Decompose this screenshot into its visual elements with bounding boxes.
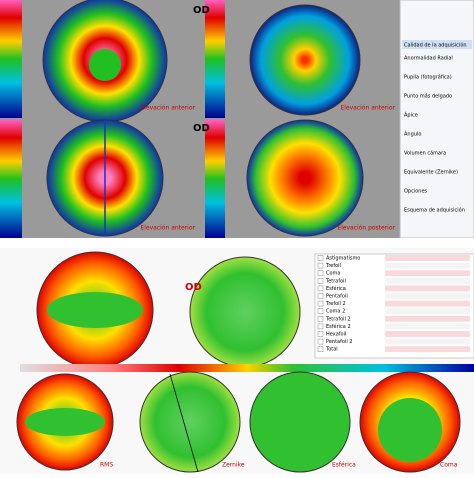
sidebar-line: Esquema de adquisición <box>404 207 465 214</box>
map-band <box>25 408 105 436</box>
color-scale <box>0 120 22 238</box>
bottom-area: OD AstigmatismoTrefoilComaTetrafoilEsfér… <box>0 248 474 474</box>
sidebar-line: Anormalidad Radial <box>404 56 453 62</box>
sidebar-line: Ángulo <box>404 131 421 138</box>
sidebar-line: Ápice <box>404 112 418 119</box>
checkbox <box>317 338 324 345</box>
zernike-term: Pentafoil 2 <box>326 339 352 345</box>
sidebar-line: Punto más delgado <box>404 93 452 100</box>
map-band <box>47 292 143 328</box>
zernike-term: Coma <box>326 271 341 277</box>
checkbox <box>317 308 324 314</box>
map-caption: Zernike <box>222 462 245 469</box>
row-bar <box>385 277 470 284</box>
checkbox <box>317 278 324 284</box>
map-caption: RMS <box>100 462 113 469</box>
zernike-term: Total <box>325 347 338 353</box>
checkbox <box>317 255 324 261</box>
zernike-term: Tetrafoil <box>325 278 346 284</box>
zernike-term: Trefoil 2 <box>325 301 346 307</box>
color-scale <box>205 120 225 238</box>
sidebar-header <box>402 40 472 49</box>
checkbox <box>317 316 324 322</box>
zernike-rows: AstigmatismoTrefoilComaTetrafoilEsférica… <box>317 255 470 353</box>
color-scale <box>20 364 474 372</box>
color-scale <box>0 0 22 118</box>
row-bar <box>385 255 470 261</box>
row-bar <box>385 323 470 330</box>
map <box>249 4 361 116</box>
row-bar <box>385 285 470 292</box>
row-bar <box>385 262 470 269</box>
checkbox <box>317 331 324 337</box>
zernike-term: Hexafoil <box>326 332 346 338</box>
checkbox <box>317 323 324 330</box>
sidebar-title: Calidad de la adquisición <box>404 42 467 49</box>
map-caption: Elevación posterior <box>337 225 395 232</box>
row-bar <box>385 346 470 353</box>
separator <box>0 238 474 248</box>
eye-label: OD <box>193 123 210 134</box>
row-bar <box>385 293 470 299</box>
row-bar <box>385 315 470 322</box>
map <box>189 256 301 368</box>
map-caption: Elevación anterior <box>340 105 395 112</box>
top-area: OD OD Elevación anterior Elevación anter… <box>0 0 474 239</box>
map-center <box>378 398 442 462</box>
color-scale <box>205 0 225 118</box>
map-caption: Elevación anterior <box>140 105 195 112</box>
checkbox <box>317 346 324 352</box>
row-bar <box>385 308 470 315</box>
sidebar-line: Equivalente (Zernike) <box>404 170 458 176</box>
map <box>246 119 364 237</box>
map-center <box>89 49 121 81</box>
checkbox <box>317 262 324 269</box>
meridian <box>169 373 199 473</box>
checkbox <box>317 300 324 307</box>
row-bar <box>385 338 470 345</box>
zernike-term: Pentafoil <box>326 294 348 300</box>
eye-label: OD <box>185 282 202 293</box>
sidebar-lines: Anormalidad Radial Pupila (fotográfica) Pu… <box>404 56 465 214</box>
sidebar-line: Volumen cámara <box>404 150 446 157</box>
zernike-term: Esférica 2 <box>326 323 351 330</box>
row-bar <box>385 331 470 337</box>
map-caption: Coma <box>440 462 458 469</box>
row-bar <box>385 270 470 277</box>
zernike-term: Esférica <box>326 285 346 292</box>
map-caption: Esférica <box>332 462 356 469</box>
sidebar-line: Opciones <box>404 189 428 195</box>
zernike-term: Coma 2 <box>326 309 345 315</box>
checkbox <box>317 285 324 292</box>
map <box>139 371 241 473</box>
sidebar-line: Pupila (fotográfica) <box>404 74 452 81</box>
zernike-term: Trefoil <box>325 263 341 269</box>
row-bar <box>385 300 470 307</box>
checkbox <box>317 270 324 276</box>
zernike-term: Tetrafoil 2 <box>325 316 351 322</box>
map-caption: Elevación anterior <box>140 225 195 232</box>
sidebar <box>399 0 474 239</box>
checkbox <box>317 293 324 299</box>
zernike-term: Astigmatismo <box>326 256 360 262</box>
map <box>249 371 351 473</box>
eye-label: OD <box>193 5 210 16</box>
